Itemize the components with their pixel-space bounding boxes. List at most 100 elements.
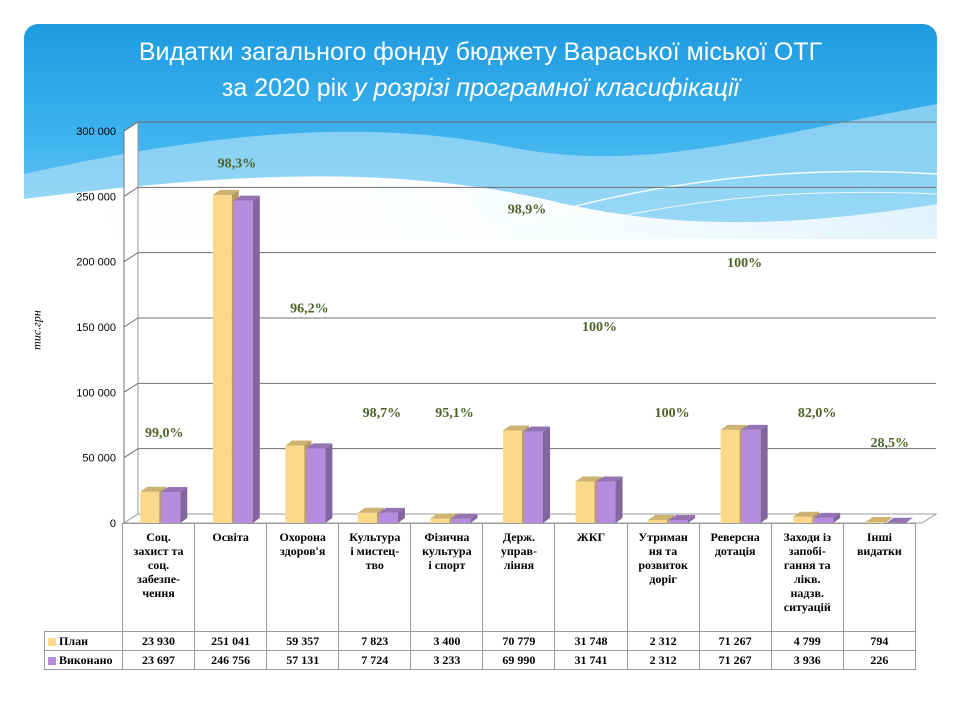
table-cell: 4 799 <box>770 631 844 651</box>
table-cell: 31 748 <box>554 631 628 651</box>
bar-plan <box>648 519 668 523</box>
table-cell: 794 <box>842 631 917 651</box>
gridline <box>123 186 936 197</box>
bar-done-top <box>741 424 768 430</box>
bar-plan-top <box>357 507 384 513</box>
bar-plan-top <box>285 440 312 446</box>
table-cell: 59 357 <box>266 631 340 651</box>
chart-title: Видатки загального фонду бюджету Вараськ… <box>24 34 937 106</box>
legend-done-label: Виконано <box>59 653 113 667</box>
bar-done-side <box>760 424 768 523</box>
bar-done <box>524 431 543 523</box>
table-cell: 57 131 <box>266 650 340 670</box>
category-label: ЖКГ <box>554 523 628 632</box>
table-cell: 70 779 <box>482 631 556 651</box>
percent-label: 99,0% <box>145 426 184 441</box>
table-cell: 71 267 <box>698 631 772 651</box>
bar-done-side <box>905 517 913 523</box>
table-corner <box>44 523 123 632</box>
bar-done-side <box>470 513 478 523</box>
bar-plan-top <box>503 425 529 431</box>
y-tick-label: 150 000 <box>76 322 116 334</box>
bar-done-side <box>833 512 841 523</box>
bar-done <box>814 517 834 523</box>
table-cell: 251 041 <box>194 631 268 651</box>
table-cell: 23 930 <box>121 631 196 651</box>
bar-plan-top <box>140 486 167 492</box>
bar-plan <box>140 491 160 523</box>
category-label: Соц. захист та соц. забезпе-чення <box>121 523 196 632</box>
y-tick-label: 50 000 <box>82 453 116 465</box>
y-tick-label: 100 000 <box>76 387 116 399</box>
bar-done-side <box>615 476 623 523</box>
gridline <box>123 121 936 132</box>
category-label: Держ. управ-ління <box>482 523 556 632</box>
bar-done <box>161 492 181 523</box>
percent-label: 98,3% <box>218 157 257 172</box>
percent-label: 98,7% <box>363 406 402 421</box>
bar-done-top <box>669 514 696 520</box>
percent-label: 100% <box>655 406 690 421</box>
bar-done-top <box>306 443 333 449</box>
title-line-2: за 2020 рік у розрізі програмної класифі… <box>24 70 937 106</box>
bar-done-side <box>543 426 550 523</box>
table-header-row: Соц. захист та соц. забезпе-чення Освіта Охор… <box>44 523 917 632</box>
title-line-2-italic: у розрізі програмної класифікації <box>347 74 740 102</box>
bar-plan-top <box>720 424 747 430</box>
bar-plan <box>720 429 740 523</box>
gridline <box>123 317 936 328</box>
bar-done-top <box>378 507 405 513</box>
percent-label: 82,0% <box>798 406 837 421</box>
bar-plan <box>793 516 813 523</box>
legend-done-swatch <box>48 657 56 666</box>
bar-done-side <box>325 443 333 523</box>
bar-done-top <box>451 513 478 519</box>
table-cell: 71 267 <box>698 650 772 670</box>
category-label: Культура і мистец-тво <box>338 523 412 632</box>
bar-plan-top <box>575 476 602 482</box>
bar-done <box>669 519 689 523</box>
bar-plan <box>575 481 595 523</box>
bar-plan <box>503 430 522 523</box>
percent-label: 96,2% <box>290 302 329 317</box>
bar-done-side <box>180 487 188 523</box>
table-cell: 23 697 <box>121 650 196 670</box>
bar-done-side <box>688 514 696 523</box>
bar-done-top <box>524 426 550 432</box>
title-line-2-plain: за 2020 рік <box>221 74 348 102</box>
bar-done-top <box>596 476 623 482</box>
table-cell: 3 936 <box>770 650 844 670</box>
y-tick-label: 200 000 <box>76 257 116 269</box>
bar-done <box>451 518 471 523</box>
table-row-done: Виконано 23 697 246 756 57 131 7 724 3 233 69… <box>44 650 917 670</box>
percent-label: 28,5% <box>870 436 909 451</box>
legend-plan-label: План <box>59 634 88 648</box>
percent-label: 100% <box>582 320 617 335</box>
bar-plan <box>357 512 377 523</box>
bar-plan-top <box>793 511 820 517</box>
bar-done <box>378 512 398 523</box>
table-cell: 7 724 <box>338 650 412 670</box>
percent-label: 100% <box>727 256 762 271</box>
table-row-plan: План 23 930 251 041 59 357 7 823 3 400 70 779… <box>44 631 917 651</box>
bar-plan-top <box>212 189 239 195</box>
bar-done-top <box>233 195 260 201</box>
legend-plan-swatch <box>48 638 56 647</box>
table-cell: 226 <box>842 650 917 670</box>
table-cell: 246 756 <box>194 650 268 670</box>
bar-plan <box>285 445 305 523</box>
y-tick-label: 250 000 <box>76 191 116 203</box>
table-cell: 3 400 <box>410 631 484 651</box>
bar-plan-top <box>865 516 892 522</box>
bar-done <box>306 448 326 523</box>
bar-done-top <box>814 512 841 518</box>
category-label: Охорона здоров'я <box>266 523 340 632</box>
bar-done-top <box>886 517 913 523</box>
table-cell: 31 741 <box>554 650 628 670</box>
gridline <box>123 382 936 393</box>
table-cell: 7 823 <box>338 631 412 651</box>
legend-plan: План <box>44 631 123 651</box>
bar-plan-top <box>430 513 457 519</box>
table-cell: 3 233 <box>410 650 484 670</box>
bar-done-top <box>161 487 188 493</box>
